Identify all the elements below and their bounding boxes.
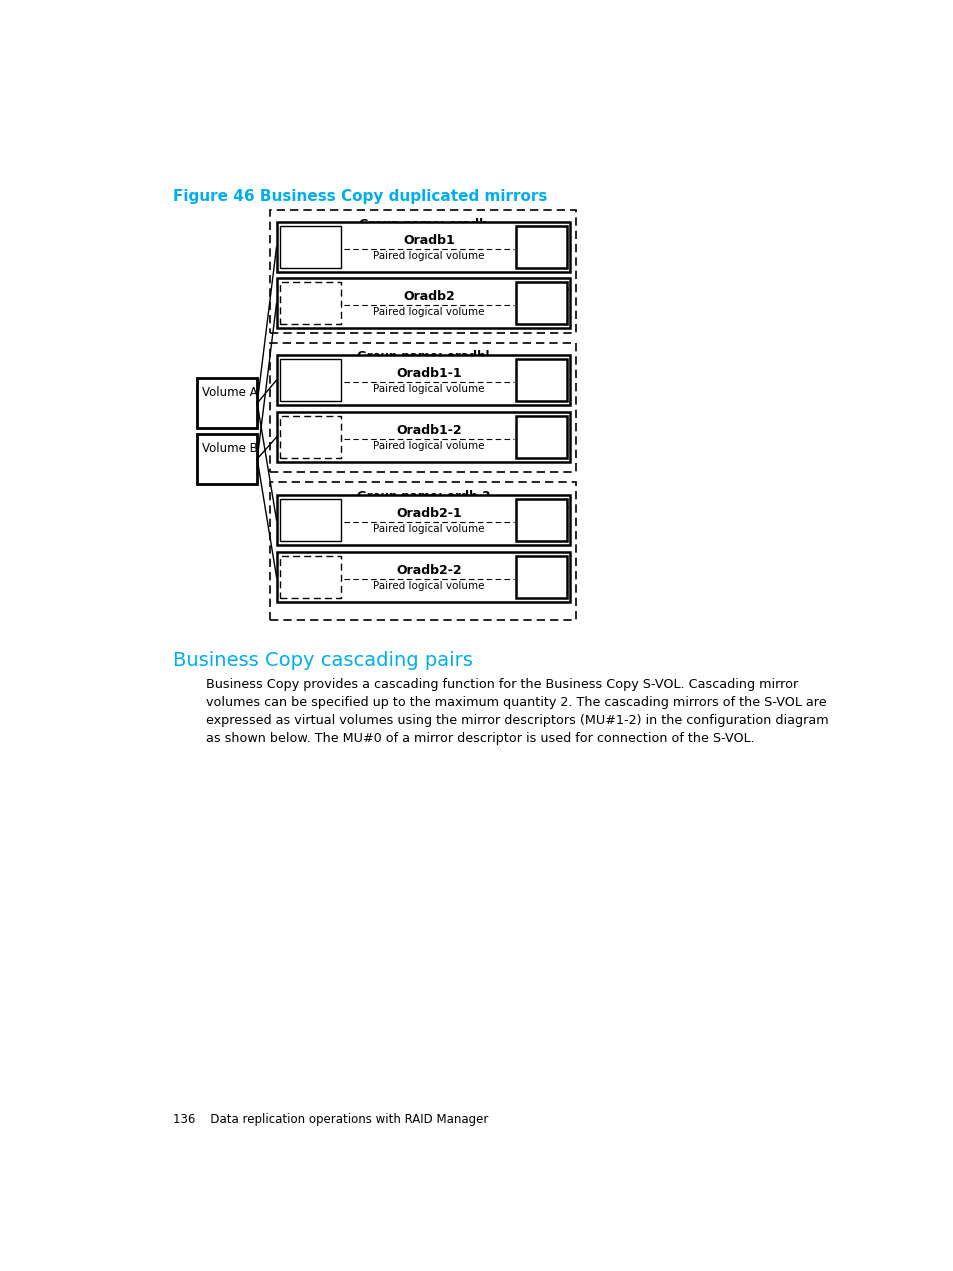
Text: Business Copy cascading pairs: Business Copy cascading pairs [173, 652, 473, 671]
Text: Group name: ordb-2: Group name: ordb-2 [356, 489, 490, 503]
Bar [516, 282, 567, 324]
Bar [280, 226, 340, 268]
Bar [516, 226, 567, 268]
Text: Volume E: Volume E [518, 362, 567, 372]
Bar [516, 416, 567, 459]
Text: MU# 2: MU# 2 [284, 572, 325, 581]
Text: Volume H: Volume H [518, 559, 568, 569]
Text: Volume F: Volume F [518, 419, 566, 428]
Bar [276, 355, 570, 405]
Text: Oradb2-1: Oradb2-1 [396, 507, 461, 521]
Text: Paired logical volume: Paired logical volume [374, 525, 484, 534]
Bar [280, 358, 340, 402]
Bar [270, 210, 576, 333]
Bar [280, 416, 340, 459]
Text: Paired logical volume: Paired logical volume [374, 441, 484, 451]
Text: Volume B: Volume B [202, 442, 257, 455]
Text: MU#1: MU#1 [284, 431, 321, 441]
Text: Paired logical volume: Paired logical volume [374, 581, 484, 591]
Text: Business Copy provides a cascading function for the Business Copy S-VOL. Cascadi: Business Copy provides a cascading funct… [206, 677, 828, 745]
Bar [196, 379, 257, 428]
Bar [516, 500, 567, 541]
Bar [270, 343, 576, 472]
Text: Volume D: Volume D [518, 285, 569, 295]
Text: 136    Data replication operations with RAID Manager: 136 Data replication operations with RAI… [173, 1113, 488, 1126]
Text: Volume A: Volume A [284, 362, 334, 372]
Bar [280, 555, 340, 599]
Text: Figure 46 Business Copy duplicated mirrors: Figure 46 Business Copy duplicated mirro… [173, 189, 547, 205]
Text: Volume B: Volume B [284, 419, 334, 428]
Text: Volume G: Volume G [518, 502, 569, 512]
Text: MU#1: MU#1 [284, 374, 321, 384]
Bar [516, 358, 567, 402]
Bar [280, 282, 340, 324]
Text: Group name: oradb: Group name: oradb [359, 217, 487, 231]
Text: Oradb2-2: Oradb2-2 [396, 564, 461, 577]
Bar [276, 222, 570, 272]
Text: Group name: oradbl: Group name: oradbl [356, 351, 489, 364]
Text: Volume B: Volume B [284, 559, 334, 569]
Text: Volume B: Volume B [284, 285, 334, 295]
Bar [276, 496, 570, 545]
Bar [276, 278, 570, 328]
Text: Oradb1-2: Oradb1-2 [396, 425, 461, 437]
Text: Paired logical volume: Paired logical volume [374, 384, 484, 394]
Text: MU# 0: MU# 0 [284, 297, 325, 308]
Text: Oradb1: Oradb1 [403, 234, 455, 247]
Text: Paired logical volume: Paired logical volume [374, 252, 484, 261]
Text: Paired logical volume: Paired logical volume [374, 308, 484, 318]
Text: MU# 2: MU# 2 [284, 515, 325, 525]
Text: Oradb2: Oradb2 [403, 290, 455, 304]
Bar [516, 555, 567, 599]
Text: Volume A: Volume A [284, 229, 334, 239]
Text: MU# 0: MU# 0 [284, 241, 325, 252]
Bar [196, 435, 257, 484]
Text: Volume A: Volume A [284, 502, 334, 512]
Bar [276, 412, 570, 463]
Bar [276, 552, 570, 602]
Text: Volume A: Volume A [202, 386, 257, 399]
Bar [270, 482, 576, 620]
Bar [280, 500, 340, 541]
Text: Volume C: Volume C [518, 229, 568, 239]
Text: Oradb1-1: Oradb1-1 [396, 367, 461, 380]
